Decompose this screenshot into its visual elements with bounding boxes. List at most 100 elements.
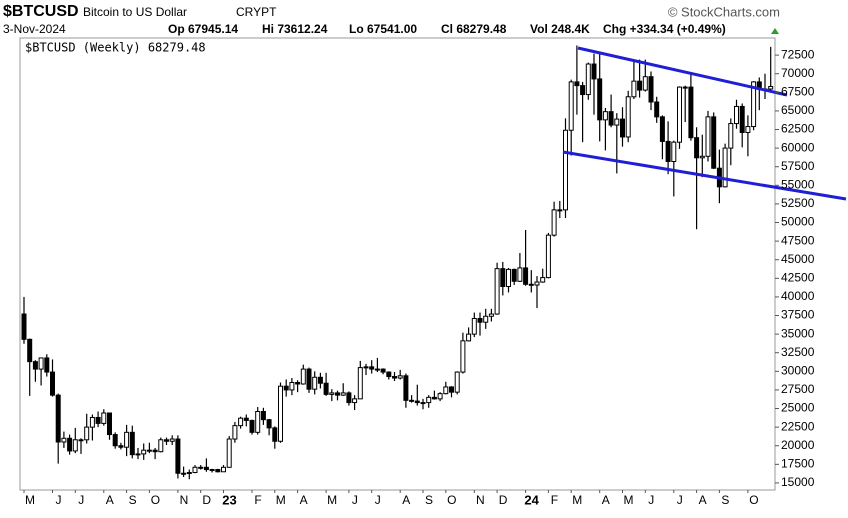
candle-body: [694, 137, 700, 159]
candle-body: [585, 63, 591, 96]
y-tick-label: 65000: [781, 103, 815, 117]
stat-high: Hi 73612.24: [262, 22, 328, 36]
candle-body: [409, 399, 415, 402]
candle-body: [483, 315, 489, 323]
candle-body: [574, 81, 580, 87]
candle-body: [101, 412, 107, 424]
candle-body: [380, 368, 386, 373]
candle-body: [449, 386, 454, 393]
y-tick-label: 55000: [781, 177, 815, 191]
y-tick-label: 20000: [781, 438, 815, 452]
candle-body: [357, 367, 363, 400]
y-tick-label: 70000: [781, 66, 815, 80]
x-tick-label: D: [202, 493, 211, 507]
candle-body: [260, 411, 266, 421]
candle-body: [181, 472, 187, 475]
x-tick-label: O: [151, 493, 160, 507]
candle-body: [146, 449, 152, 452]
candle-body: [540, 277, 546, 283]
candle-body: [44, 357, 50, 373]
candle-body: [511, 268, 517, 282]
candle-body: [335, 392, 340, 396]
x-tick-label: A: [402, 493, 410, 507]
x-tick-label: 23: [222, 492, 236, 507]
candle-body: [466, 333, 472, 342]
candle-body: [329, 392, 335, 395]
x-tick-label: F: [551, 493, 558, 507]
y-tick-label: 62500: [781, 122, 815, 136]
candle-body: [346, 392, 352, 404]
stat-close: Cl 68279.48: [441, 22, 507, 36]
candle-body: [580, 85, 586, 96]
x-tick-label: M: [25, 493, 35, 507]
candle-body: [55, 394, 61, 443]
candles: [21, 45, 774, 480]
x-tick-label: A: [602, 493, 610, 507]
x-tick-label: J: [677, 493, 683, 507]
candle-body: [620, 118, 625, 138]
candle-body: [705, 116, 711, 157]
y-tick-label: 22500: [781, 419, 815, 433]
x-tick-label: M: [572, 493, 582, 507]
candle-body: [169, 438, 175, 442]
candle-body: [665, 140, 671, 163]
candle-body: [118, 445, 124, 448]
y-tick-label: 30000: [781, 363, 815, 377]
candle-body: [278, 385, 283, 442]
y-tick-label: 47500: [781, 233, 815, 247]
candle-body: [84, 426, 90, 441]
x-tick-label: M: [327, 493, 337, 507]
candle-body: [283, 385, 289, 391]
y-tick-label: 40000: [781, 289, 815, 303]
candle-body: [602, 111, 608, 121]
x-tick-label: J: [375, 493, 381, 507]
candle-body: [175, 438, 181, 474]
candle-body: [112, 434, 118, 447]
candle-body: [608, 111, 614, 126]
candle-body: [557, 209, 563, 212]
candle-body: [454, 371, 460, 393]
candle-body: [135, 453, 141, 456]
candle-body: [186, 472, 192, 475]
candle-body: [699, 155, 705, 159]
candle-body: [563, 129, 568, 211]
x-tick-label: S: [721, 493, 729, 507]
candle-body: [460, 340, 466, 373]
x-tick-label: A: [106, 493, 114, 507]
candle-body: [129, 431, 135, 456]
candle-body: [249, 419, 255, 433]
candle-body: [27, 338, 33, 363]
candle-body: [198, 466, 204, 469]
candle-body: [631, 80, 637, 98]
candle-body: [38, 357, 44, 370]
candle-body: [745, 126, 751, 133]
source: © StockCharts.com: [668, 4, 780, 19]
candle-body: [164, 439, 169, 442]
candle-body: [209, 469, 215, 472]
candle-body: [688, 86, 694, 139]
candle-body: [420, 402, 426, 405]
x-tick-label: O: [749, 493, 758, 507]
candle-body: [443, 386, 449, 395]
y-tick-label: 37500: [781, 308, 815, 322]
candle-body: [272, 427, 278, 442]
candle-body: [488, 313, 494, 317]
candle-body: [591, 63, 597, 80]
candle-body: [471, 318, 477, 335]
candle-body: [95, 416, 101, 424]
candle-body: [397, 375, 403, 379]
x-tick-label: J: [56, 493, 62, 507]
y-tick-label: 50000: [781, 215, 815, 229]
candle-body: [295, 381, 301, 385]
y-tick-label: 42500: [781, 270, 815, 284]
candle-body: [141, 449, 147, 455]
candle-body: [386, 371, 392, 378]
subtitle: Bitcoin to US Dollar: [83, 5, 187, 19]
candle-body: [124, 431, 130, 448]
y-tick-label: 27500: [781, 382, 815, 396]
candle-body: [534, 281, 540, 286]
candle-body: [751, 81, 757, 128]
candle-body: [722, 147, 728, 188]
candle-body: [21, 313, 27, 340]
